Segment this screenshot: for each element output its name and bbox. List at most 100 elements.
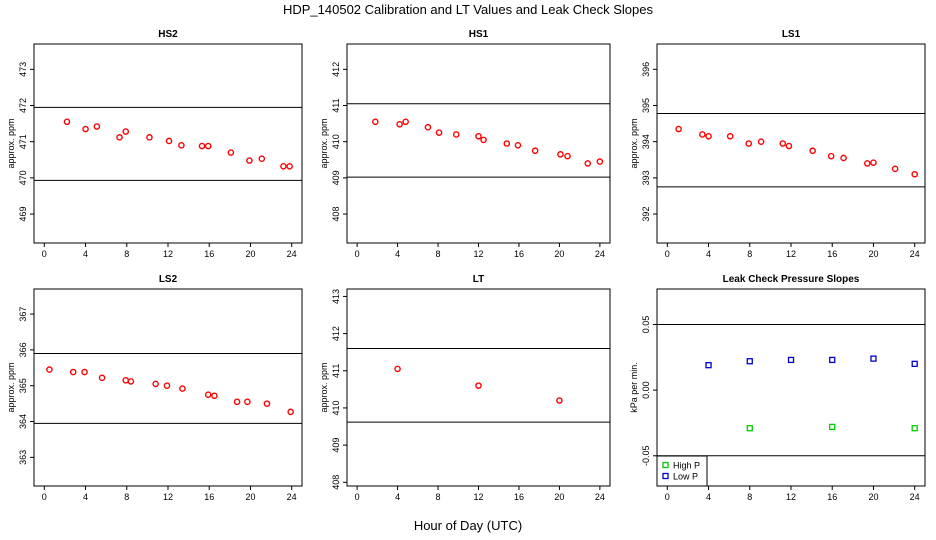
data-point xyxy=(475,132,482,140)
y-tick-label: 473 xyxy=(18,62,28,77)
x-tick-label: 24 xyxy=(910,492,920,502)
y-tick-label: 393 xyxy=(641,170,651,185)
x-tick-label: 16 xyxy=(204,249,214,259)
y-tick-label: 366 xyxy=(18,342,28,357)
chart-panel-3: LS1 0 4 8 12 16 20 24 392 393 394 395 396 approx. ppm xyxy=(629,29,926,259)
y-tick-label: 413 xyxy=(331,289,341,304)
y-axis-label: approx. ppm xyxy=(319,118,329,168)
data-point xyxy=(204,391,212,398)
data-point xyxy=(699,131,706,138)
data-point xyxy=(911,170,918,178)
x-tick-label: 24 xyxy=(910,249,920,259)
y-tick-label: 396 xyxy=(641,62,651,77)
y-tick-label: 392 xyxy=(641,207,651,222)
x-tick-label: 4 xyxy=(83,492,88,502)
y-tick-label: 409 xyxy=(331,170,341,185)
data-point xyxy=(584,160,592,167)
y-tick-label: 365 xyxy=(18,378,28,393)
data-point xyxy=(402,118,409,126)
y-tick-label: 409 xyxy=(331,438,341,453)
page-title: HDP_140502 Calibration and LT Values and… xyxy=(282,2,654,17)
chart-panel-5: LT 0 4 8 12 16 20 24 408 409 410 411 412 413 approx. p… xyxy=(319,274,611,502)
data-point xyxy=(809,147,816,155)
x-tick-label: 0 xyxy=(42,249,47,259)
legend-swatch xyxy=(662,461,669,469)
data-point xyxy=(745,140,753,147)
data-point xyxy=(779,140,787,147)
data-point xyxy=(286,162,293,170)
x-tick-label: 20 xyxy=(245,492,255,502)
data-point xyxy=(122,377,130,384)
x-tick-label: 8 xyxy=(436,249,441,259)
y-tick-label: 472 xyxy=(18,98,28,113)
chart-panel-6: Leak Check Pressure Slopes 0 4 8 12 16 20 24 -0.… xyxy=(629,274,926,502)
y-tick-label: -0.05 xyxy=(641,446,651,467)
data-point xyxy=(394,365,401,373)
x-tick-label: 16 xyxy=(827,249,837,259)
x-tick-label: 16 xyxy=(827,492,837,502)
data-point xyxy=(82,125,89,133)
data-point xyxy=(46,366,53,373)
data-point xyxy=(280,162,287,170)
panel-title: LS1 xyxy=(782,29,801,40)
panel-title: Leak Check Pressure Slopes xyxy=(723,274,860,285)
data-point xyxy=(705,362,712,369)
y-axis-label: approx. ppm xyxy=(6,118,16,168)
data-point xyxy=(840,154,847,162)
x-tick-label: 0 xyxy=(665,249,670,259)
x-tick-label: 16 xyxy=(514,492,524,502)
x-tick-label: 8 xyxy=(436,492,441,502)
data-point xyxy=(785,142,793,150)
x-tick-label: 0 xyxy=(42,492,47,502)
data-point xyxy=(233,398,241,406)
chart-panel-2: HS1 0 4 8 12 16 20 24 408 409 410 411 412 approx. ppm xyxy=(319,29,611,259)
data-point xyxy=(870,159,877,166)
data-point xyxy=(244,398,251,406)
x-tick-label: 20 xyxy=(868,492,878,502)
x-tick-label: 24 xyxy=(287,249,297,259)
x-tick-label: 4 xyxy=(83,249,88,259)
data-point xyxy=(891,165,899,173)
y-axis-label: kPa per min. xyxy=(629,362,639,413)
data-point xyxy=(675,125,682,133)
plot-frame xyxy=(346,43,611,244)
x-tick-label: 12 xyxy=(786,492,796,502)
x-tick-label: 0 xyxy=(355,492,360,502)
x-tick-label: 12 xyxy=(473,249,483,259)
x-tick-label: 4 xyxy=(706,249,711,259)
y-tick-label: 395 xyxy=(641,98,651,113)
x-tick-label: 8 xyxy=(747,249,752,259)
y-tick-label: 411 xyxy=(331,98,341,112)
legend-label: High P xyxy=(673,461,700,471)
data-point xyxy=(452,131,460,138)
data-point xyxy=(179,385,186,392)
x-tick-label: 4 xyxy=(395,249,400,259)
x-tick-label: 8 xyxy=(124,249,129,259)
y-tick-label: 394 xyxy=(641,134,651,149)
x-tick-label: 12 xyxy=(163,492,173,502)
chart-panel-1: HS2 0 4 8 12 16 20 24 469 470 471 472 473 approx. ppm xyxy=(6,29,303,259)
x-tick-label: 20 xyxy=(868,249,878,259)
y-axis-label: approx. ppm xyxy=(319,362,329,412)
data-point xyxy=(829,356,836,364)
y-tick-label: 0.05 xyxy=(641,316,651,334)
x-tick-label: 16 xyxy=(204,492,214,502)
y-tick-label: 471 xyxy=(18,134,28,149)
y-tick-label: 408 xyxy=(331,207,341,222)
data-point xyxy=(705,132,712,140)
data-point xyxy=(163,382,171,390)
y-tick-label: 0.00 xyxy=(641,381,651,399)
data-point xyxy=(531,147,539,155)
y-tick-label: 412 xyxy=(331,62,341,77)
plot-frame xyxy=(346,288,611,487)
data-point xyxy=(98,374,106,382)
y-tick-label: 410 xyxy=(331,134,341,149)
y-tick-label: 367 xyxy=(18,307,28,322)
data-point xyxy=(911,425,918,432)
data-point xyxy=(122,128,130,135)
y-tick-label: 470 xyxy=(18,170,28,185)
y-tick-label: 469 xyxy=(18,207,28,222)
data-point xyxy=(146,134,153,141)
y-tick-label: 363 xyxy=(18,450,28,465)
panel-title: LS2 xyxy=(159,274,178,285)
